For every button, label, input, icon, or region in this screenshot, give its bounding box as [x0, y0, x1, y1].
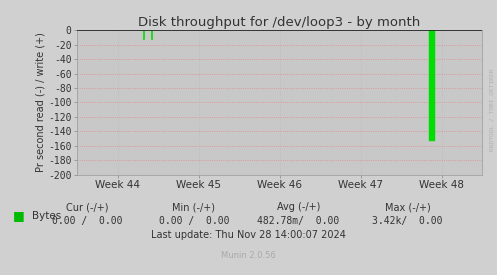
Text: Munin 2.0.56: Munin 2.0.56	[221, 252, 276, 260]
Text: 0.00 /  0.00: 0.00 / 0.00	[52, 216, 122, 226]
Y-axis label: Pr second read (-) / write (+): Pr second read (-) / write (+)	[35, 32, 45, 172]
Text: Bytes: Bytes	[32, 211, 62, 221]
Text: Max (-/+): Max (-/+)	[385, 202, 430, 212]
Text: Avg (-/+): Avg (-/+)	[276, 202, 320, 212]
Text: ■: ■	[12, 209, 24, 222]
Text: 482.78m/  0.00: 482.78m/ 0.00	[257, 216, 339, 226]
Text: RRDTOOL / TOBI OETIKER: RRDTOOL / TOBI OETIKER	[490, 69, 495, 151]
Title: Disk throughput for /dev/loop3 - by month: Disk throughput for /dev/loop3 - by mont…	[139, 16, 420, 29]
Text: Cur (-/+): Cur (-/+)	[66, 202, 108, 212]
Text: 3.42k/  0.00: 3.42k/ 0.00	[372, 216, 443, 226]
Text: Last update: Thu Nov 28 14:00:07 2024: Last update: Thu Nov 28 14:00:07 2024	[151, 230, 346, 240]
Text: 0.00 /  0.00: 0.00 / 0.00	[159, 216, 229, 226]
Text: Min (-/+): Min (-/+)	[172, 202, 215, 212]
